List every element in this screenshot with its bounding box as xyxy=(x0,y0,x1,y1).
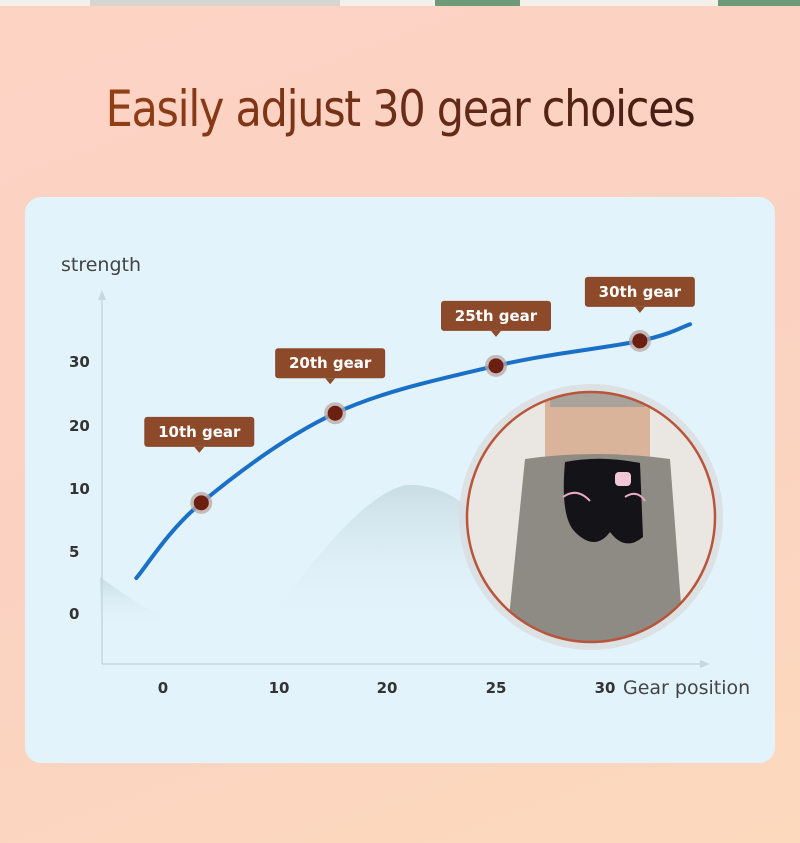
product-photo xyxy=(459,384,723,650)
background-hill xyxy=(100,577,185,627)
gear-tag: 25th gear xyxy=(441,300,551,337)
chart-card: strength Gear position 0 5 10 20 30 0 10 20 25 30… xyxy=(25,197,775,763)
data-point-marker xyxy=(193,495,209,511)
gear-tag: 20th gear xyxy=(275,348,386,385)
gear-tag: 10th gear xyxy=(144,416,255,453)
data-point-marker xyxy=(632,333,648,349)
gear-tag-label: 30th gear xyxy=(599,283,682,301)
x-tick-label: 25 xyxy=(486,679,507,697)
gear-tag-label: 25th gear xyxy=(455,307,538,325)
x-tick-label: 20 xyxy=(377,679,398,697)
top-image-strip xyxy=(0,0,800,6)
x-axis-label: Gear position xyxy=(623,677,750,699)
gear-tag: 30th gear xyxy=(584,276,695,313)
data-point-marker xyxy=(327,405,343,421)
gear-tag-label: 10th gear xyxy=(158,423,241,441)
y-tick-label: 0 xyxy=(69,605,79,623)
y-tick-label: 10 xyxy=(69,480,90,498)
chart: strength Gear position 0 5 10 20 30 0 10 20 25 30… xyxy=(61,254,750,699)
x-tick-label: 0 xyxy=(158,679,168,697)
page-title: Easily adjust 30 gear choices xyxy=(56,80,744,138)
y-axis-label: strength xyxy=(61,254,141,276)
gear-tag-label: 20th gear xyxy=(289,354,372,372)
y-tick-label: 30 xyxy=(69,353,90,371)
x-tick-label: 30 xyxy=(595,679,616,697)
y-tick-label: 5 xyxy=(69,543,79,561)
data-point-marker xyxy=(488,358,504,374)
axes xyxy=(98,290,710,668)
y-tick-label: 20 xyxy=(69,417,90,435)
x-tick-label: 10 xyxy=(269,679,290,697)
